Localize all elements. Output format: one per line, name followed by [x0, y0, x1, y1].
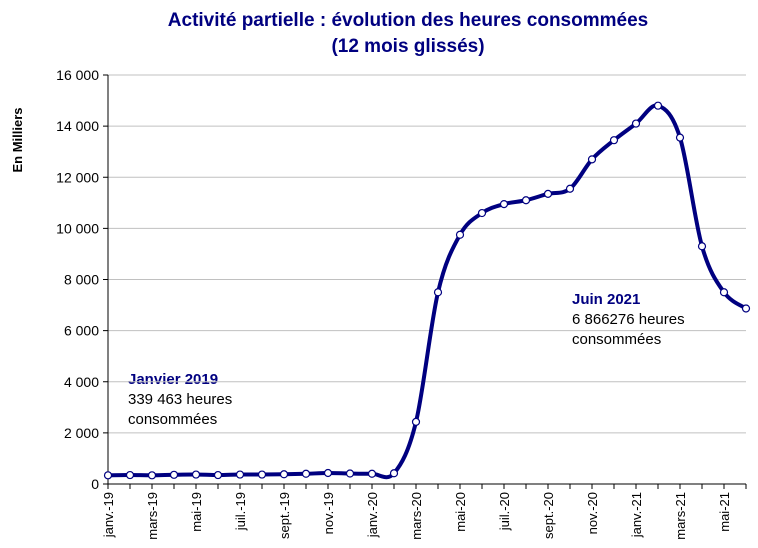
x-tick-label: janv.-21	[629, 492, 644, 538]
point	[169, 470, 179, 479]
x-tick-label: nov.-19	[321, 492, 336, 534]
y-tick-label: 14 000	[56, 118, 99, 134]
point	[653, 101, 663, 110]
annotation-text: 6 866276 heures	[572, 311, 685, 328]
y-tick-label: 16 000	[56, 67, 99, 83]
x-tick-label: janv.-19	[101, 492, 116, 538]
point	[609, 136, 619, 145]
point	[411, 417, 421, 426]
point	[279, 470, 289, 479]
x-tick-label: nov.-20	[585, 492, 600, 534]
point	[345, 469, 355, 478]
y-axis-label: En Milliers	[10, 107, 25, 172]
y-tick-label: 0	[91, 476, 99, 492]
x-tick-label: mai-19	[189, 492, 204, 532]
x-tick-label: mai-21	[717, 492, 732, 532]
point	[191, 470, 201, 479]
point	[719, 288, 729, 297]
point	[301, 469, 311, 478]
y-tick-label: 12 000	[56, 169, 99, 185]
x-tick-label: mars-19	[145, 492, 160, 540]
chart-title: Activité partielle : évolution des heure…	[168, 10, 648, 31]
point	[389, 469, 399, 478]
y-tick-label: 2 000	[64, 425, 99, 441]
y-tick-label: 6 000	[64, 323, 99, 339]
point	[477, 208, 487, 218]
x-tick-label: sept.-19	[277, 492, 292, 539]
point	[455, 230, 465, 239]
x-tick-label: sept.-20	[541, 492, 556, 539]
point	[433, 288, 443, 297]
annotation-text: consommées	[572, 331, 661, 348]
point	[235, 470, 245, 479]
point	[257, 470, 267, 479]
annotation-text: consommées	[128, 411, 217, 428]
x-tick-label: janv.-20	[365, 492, 380, 538]
x-tick-label: juil.-19	[233, 492, 248, 531]
y-tick-label: 10 000	[56, 220, 99, 236]
point	[521, 196, 531, 205]
point	[741, 304, 751, 313]
x-tick-label: mars-21	[673, 492, 688, 540]
point	[543, 189, 553, 198]
point	[147, 471, 157, 480]
point	[213, 470, 223, 480]
x-tick-label: mai-20	[453, 492, 468, 532]
point	[367, 469, 377, 478]
point	[697, 242, 707, 251]
chart-subtitle: (12 mois glissés)	[331, 36, 484, 57]
point	[323, 468, 333, 478]
point	[565, 184, 575, 193]
x-tick-label: juil.-20	[497, 492, 512, 531]
y-tick-label: 8 000	[64, 272, 99, 288]
point	[499, 199, 509, 209]
annotation-title: Janvier 2019	[128, 371, 218, 388]
annotation-text: 339 463 heures	[128, 391, 232, 408]
point	[587, 155, 597, 164]
y-tick-label: 4 000	[64, 374, 99, 390]
point	[675, 133, 685, 142]
point	[631, 119, 641, 128]
x-tick-label: mars-20	[409, 492, 424, 540]
point	[125, 470, 135, 480]
point	[103, 471, 113, 480]
annotation-title: Juin 2021	[572, 291, 640, 308]
